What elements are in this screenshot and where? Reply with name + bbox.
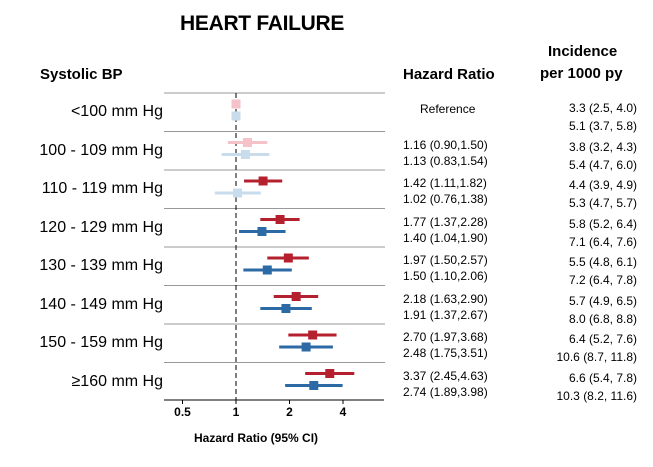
row-label: 100 - 109 mm Hg (39, 141, 163, 159)
systolic-bp-header: Systolic BP (40, 66, 123, 83)
hazard-ratio-value-1: 2.18 (1.63,2.90) (403, 291, 488, 306)
incidence-value-1: 6.4 (5.2, 7.6) (568, 332, 637, 346)
point-estimate (240, 150, 250, 159)
hazard-ratio-value-2: 1.02 (0.76,1.38) (403, 192, 488, 206)
hazard-ratio-value-2: 1.91 (1.37,2.67) (403, 307, 488, 322)
x-tick-label: 0.5 (174, 405, 191, 419)
hazard-ratio-value-1: 2.70 (1.97,3.68) (403, 330, 488, 344)
incidence-value-2: 10.6 (8.7, 11.8) (556, 350, 638, 364)
point-estimate (308, 330, 318, 340)
incidence-value-2: 7.1 (6.4, 7.6) (568, 234, 637, 249)
point-estimate (242, 138, 252, 147)
point-estimate (231, 111, 241, 121)
point-estimate (257, 227, 267, 236)
row-label: 140 - 149 mm Hg (39, 295, 163, 313)
point-estimate (291, 292, 301, 301)
row-label: 110 - 119 mm Hg (41, 180, 163, 197)
row-label: 150 - 159 mm Hg (39, 334, 163, 351)
incidence-value-1: 3.8 (3.2, 4.3) (568, 139, 637, 154)
point-estimate (262, 265, 272, 275)
point-estimate (283, 253, 293, 263)
incidence-value-1: 4.4 (3.9, 4.9) (568, 178, 637, 192)
incidence-value-1: 5.7 (4.9, 6.5) (568, 293, 637, 308)
hazard-ratio-value-2: 1.50 (1.10,2.06) (403, 269, 488, 283)
point-estimate (275, 215, 285, 224)
row-label: 130 - 139 mm Hg (39, 257, 163, 274)
x-tick-label: 1 (233, 405, 240, 419)
point-estimate (325, 369, 335, 378)
row-label: ≥160 mm Hg (71, 372, 163, 390)
incidence-header-line1: Incidence (548, 43, 618, 60)
hazard-ratio-value-1: 1.42 (1.11,1.82) (403, 176, 487, 190)
hazard-ratio-value-1: 3.37 (2.45,4.63) (403, 368, 488, 383)
hazard-ratio-value-2: 1.13 (0.83,1.54) (403, 153, 488, 168)
point-estimate (233, 188, 243, 198)
row-label: 120 - 129 mm Hg (39, 218, 163, 236)
chart-title: HEART FAILURE (180, 12, 345, 35)
x-tick-label: 2 (286, 405, 293, 419)
incidence-value-2: 8.0 (6.8, 8.8) (568, 311, 637, 326)
incidence-value-2: 7.2 (6.4, 7.8) (568, 273, 637, 287)
incidence-value-1: 6.6 (5.4, 7.8) (568, 370, 637, 385)
incidence-value-2: 10.3 (8.2, 11.6) (556, 388, 638, 403)
incidence-value-1: 5.8 (5.2, 6.4) (568, 216, 637, 231)
hazard-ratio-value-1: 1.77 (1.37,2.28) (403, 214, 488, 229)
hazard-ratio-value-1: 1.16 (0.90,1.50) (403, 137, 488, 152)
point-estimate (231, 99, 241, 109)
incidence-value-1: 3.3 (2.5, 4.0) (568, 101, 637, 115)
incidence-value-2: 5.1 (3.7, 5.8) (568, 119, 637, 133)
hazard-ratio-value-1: Reference (420, 102, 476, 116)
x-tick-label: 4 (340, 405, 347, 419)
hazard-ratio-value-2: 1.40 (1.04,1.90) (403, 230, 488, 245)
point-estimate (258, 176, 268, 186)
point-estimate (309, 381, 319, 390)
incidence-value-2: 5.3 (4.7, 5.7) (568, 196, 637, 210)
hazard-ratio-value-2: 2.74 (1.89,3.98) (403, 384, 488, 399)
incidence-header-line2: per 1000 py (540, 65, 623, 82)
row-label: <100 mm Hg (70, 103, 163, 120)
incidence-value-2: 5.4 (4.7, 6.0) (568, 157, 637, 172)
hazard-ratio-value-2: 2.48 (1.75,3.51) (403, 346, 488, 360)
point-estimate (281, 304, 291, 313)
point-estimate (301, 342, 311, 352)
incidence-value-1: 5.5 (4.8, 6.1) (568, 255, 637, 269)
hazard-ratio-value-1: 1.97 (1.50,2.57) (403, 253, 488, 267)
hazard-ratio-header: Hazard Ratio (403, 66, 495, 83)
x-axis-label: Hazard Ratio (95% CI) (194, 431, 319, 445)
